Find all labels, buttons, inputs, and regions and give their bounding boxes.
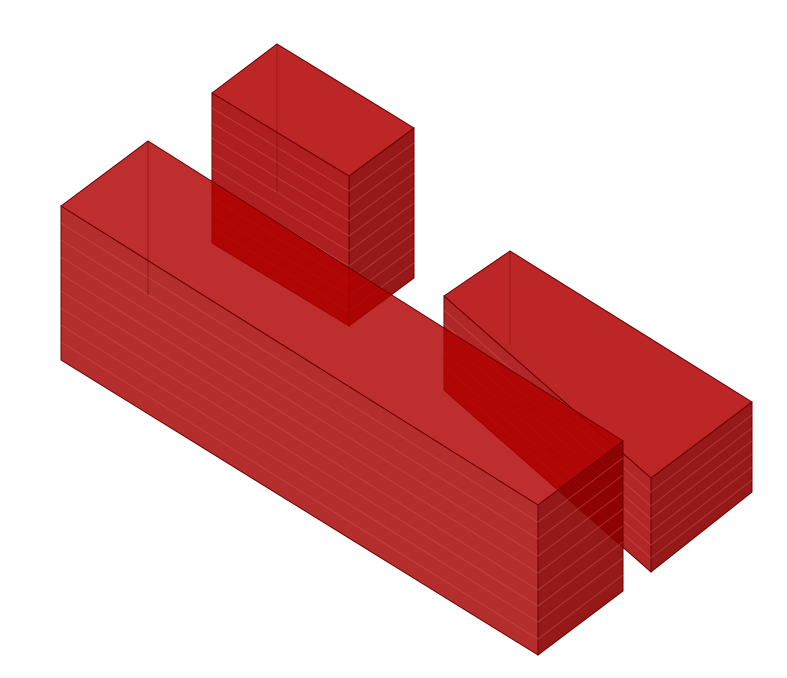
hidden-edges	[276, 44, 511, 345]
main-slab-top-face	[60, 140, 624, 506]
tower-top-face	[211, 43, 415, 177]
main-slab-block	[60, 140, 624, 657]
main-slab-floor-lines	[60, 222, 624, 640]
